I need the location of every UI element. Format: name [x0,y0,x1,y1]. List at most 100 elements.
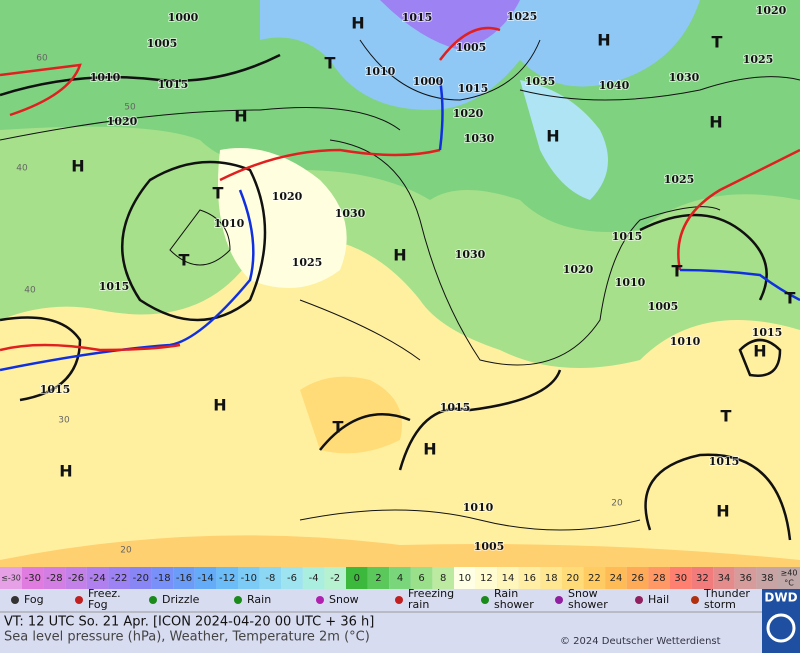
scale-cell [670,567,692,589]
map-labels: 1000 1005 1010 1015 1020 1015 1025 1020 1005 1010… [16,3,795,556]
isobar-label: 1000 [168,11,199,24]
isobar-label: 1020 [107,115,138,128]
legend-icon [395,596,403,604]
scale-cell [281,567,303,589]
isobar-label: 1005 [456,41,487,54]
legend-label: shower [494,598,534,611]
legend-label: shower [568,598,608,611]
pressure-center: H [234,107,247,126]
scale-label: 10 [458,573,471,584]
legend-icon [149,596,157,604]
scale-label: 34 [718,573,731,584]
scale-label: -12 [219,573,235,584]
pressure-center: T [179,251,190,270]
scale-cell [194,567,217,589]
isobar-label: 1030 [455,248,486,261]
scale-label: -30 [25,573,41,584]
legend-label: Fog [24,593,44,606]
isobar-label: 1020 [272,190,303,203]
valid-time: VT: 12 UTC So. 21 Apr. [ICON 2024-04-20 … [4,615,374,630]
logo-text: DWD [764,591,797,605]
isobar-label: 1025 [507,10,538,23]
legend-icon [635,596,643,604]
scale-label: 24 [610,573,623,584]
scale-cell [130,567,152,589]
legend-icon [555,596,563,604]
latitude-label: 50 [124,103,136,113]
scale-cell [648,567,670,589]
legend-label: Snow [568,587,598,600]
pressure-center: H [71,157,84,176]
isobar-label: 1015 [458,82,489,95]
pressure-center: H [423,440,436,459]
scale-cell [216,567,238,589]
scale-label: 14 [502,573,515,584]
scale-cell [151,567,174,589]
scale-cell [43,567,66,589]
scale-cell [540,567,562,589]
legend-label: Rain [494,587,518,600]
pressure-center: H [546,127,559,146]
isobar-label: 1030 [669,71,700,84]
isobar-label: 1030 [464,132,495,145]
isobar-label: 1015 [612,230,643,243]
isobar-label: 1010 [214,217,245,230]
isobar-label: 1025 [664,173,695,186]
scale-cell [475,567,498,589]
pressure-center: T [325,54,336,73]
isobar-label: 1020 [756,4,787,17]
legend-label: storm [704,598,736,611]
legend-label: Hail [648,593,669,606]
isobar-label: 1015 [440,401,471,414]
pressure-center: H [709,113,722,132]
isobar-label: 1015 [158,78,189,91]
legend-icon [75,596,83,604]
scale-cell [626,567,649,589]
scale-label: -2 [330,573,340,584]
isobar-label: 1005 [474,540,505,553]
pressure-center: T [213,184,224,203]
scale-label: 38 [761,573,774,584]
legend-label: Snow [329,593,359,606]
weather-legend: Fog Freez.Fog Drizzle Rain Snow FreezingrainR… [11,587,750,611]
latitude-label: 20 [120,546,132,556]
isobar-label: 1040 [599,79,630,92]
scale-cell [562,567,584,589]
scale-cell [518,567,541,589]
scale-cell [367,567,390,589]
legend-icon [691,596,699,604]
legend-icon [234,596,242,604]
legend-label: rain [408,598,429,611]
scale-label: 4 [397,573,403,584]
pressure-center: T [712,33,723,52]
isobar-label: 1030 [335,207,366,220]
scale-cell [778,567,800,589]
scale-label: 28 [653,573,666,584]
color-scale: ≤-30 -30 -28 -26 -24 -22 -20 -18 -16 -14 -12 -10 -8-… [0,567,800,589]
scale-label: -26 [68,573,84,584]
pressure-center: T [672,262,683,281]
scale-cell [389,567,411,589]
pressure-center: H [753,342,766,361]
latitude-label: 40 [24,286,36,296]
scale-label: ≤-30 [1,574,21,583]
scale-label: 8 [440,573,446,584]
legend-icon [11,596,19,604]
scale-cell [259,567,282,589]
isobar-label: 1015 [709,455,740,468]
scale-label: -16 [176,573,192,584]
isobar-label: 1010 [463,501,494,514]
isobar-label: 1015 [752,326,783,339]
isobar-label: 1010 [90,71,121,84]
scale-cell [691,567,714,589]
scale-cell [238,567,260,589]
legend-label: Fog [88,598,108,611]
legend-label: Rain [247,593,271,606]
scale-cell [22,567,44,589]
isobar-label: 1005 [648,300,679,313]
scale-label: 16 [523,573,536,584]
scale-label: 12 [480,573,493,584]
isobars [0,39,800,541]
scale-label: 32 [696,573,709,584]
scale-cell [410,567,433,589]
